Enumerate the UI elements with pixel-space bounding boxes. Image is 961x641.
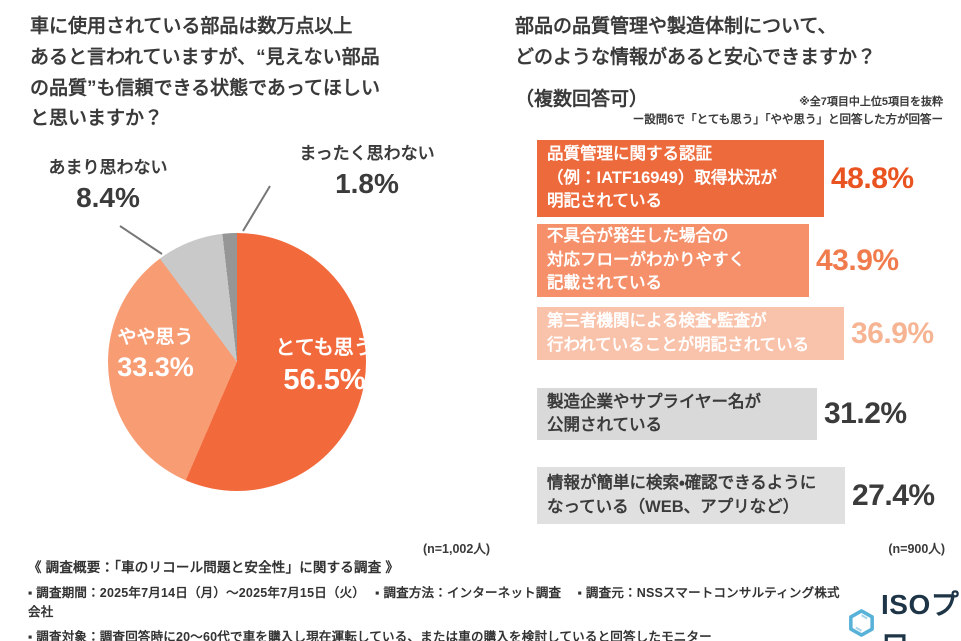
bar-fill: 製造企業やサプライヤー名が 公開されている (537, 388, 817, 440)
pie-label-not-at-all-name: まったく思わない (299, 144, 435, 163)
leader-line-not-really (119, 225, 163, 255)
bar-value: 31.2% (824, 397, 907, 430)
iso-pro-logo: ISOプロ (848, 583, 961, 641)
pie-label-strongly-agree-name: とても思う (275, 337, 374, 359)
bar-row: 製造企業やサプライヤー名が 公開されている 31.2% (537, 388, 907, 440)
bar-value: 48.8% (831, 161, 914, 195)
bar-row: 情報が簡単に検索・確認できるように なっている（WEB、アプリなど） 27.4% (537, 467, 935, 524)
respondents-note: ー設問6で「とても思う」「やや思う」と回答した方が回答ー (632, 114, 943, 126)
bar-row: 第三者機関による検査・監査が 行われていることが明記されている 36.9% (537, 307, 934, 360)
pie-label-somewhat-agree-name: やや思う (117, 327, 194, 348)
bar-fill: 品質管理に関する認証 （例：IATF16949）取得状況が 明記されている (537, 140, 824, 217)
bar-value: 27.4% (852, 478, 935, 512)
pie-label-somewhat-agree: やや思う 33.3% (98, 327, 213, 383)
bar-fill: 不具合が発生した場合の 対応フローがわかりやすく 記載されている (537, 224, 809, 297)
pie-label-not-really-value: 8.4% (76, 182, 140, 214)
hexagon-icon (849, 609, 874, 637)
bar-label: 第三者機関による検査・監査が 行われていることが明記されている (547, 312, 810, 354)
bar-label: 製造企業やサプライヤー名が 公開されている (547, 392, 762, 434)
pie-label-not-at-all-value: 1.8% (335, 168, 399, 200)
pie-label-somewhat-agree-value: 33.3% (117, 351, 194, 382)
bar-label: 不具合が発生した場合の 対応フローがわかりやすく 記載されている (547, 227, 745, 293)
bar-label: 品質管理に関する認証 （例：IATF16949）取得状況が 明記されている (547, 145, 777, 211)
leader-line-not-at-all (242, 185, 271, 232)
survey-detail-line: ▪ 調査期間：2025年7月14日（月）〜2025年7月15日（火） ▪ 調査方… (28, 586, 840, 619)
multiple-answers-note: （複数回答可） (515, 89, 649, 110)
bar-value: 36.9% (851, 316, 934, 350)
survey-overview-heading: 《 調査概要：「車のリコール問題と安全性」に関する調査 》 (28, 560, 400, 575)
pie-label-not-really: あまり思わない 8.4% (22, 158, 194, 215)
bar-question-title: 部品の品質管理や製造体制について、 どのような情報があると安心できますか？ (515, 16, 877, 68)
bar-row: 品質管理に関する認証 （例：IATF16949）取得状況が 明記されている 48… (537, 140, 914, 217)
bar-label: 情報が簡単に検索・確認できるように なっている（WEB、アプリなど） (547, 474, 817, 516)
bar-fill: 情報が簡単に検索・確認できるように なっている（WEB、アプリなど） (537, 467, 845, 524)
pie-label-strongly-agree-value: 56.5% (283, 364, 366, 396)
pie-chart (108, 233, 366, 491)
survey-overview: 《 調査概要：「車のリコール問題と安全性」に関する調査 》 ▪ 調査期間：202… (28, 556, 843, 641)
bar-fill: 第三者機関による検査・監査が 行われていることが明記されている (537, 307, 844, 360)
bar-value: 43.9% (816, 243, 899, 277)
pie-sample-size: (n=1,002人) (422, 542, 490, 556)
pie-label-not-at-all: まったく思わない 1.8% (278, 144, 456, 201)
bar-sample-size: (n=900人) (888, 542, 945, 556)
bar-row: 不具合が発生した場合の 対応フローがわかりやすく 記載されている 43.9% (537, 224, 899, 297)
top5-note: ※全7項目中上位5項目を抜粋 (799, 96, 943, 108)
logo-text: ISOプロ (880, 589, 960, 641)
pie-question-title: 車に使用されている部品は数万点以上 あると言われていますが、“見えない部品 の品… (30, 16, 380, 130)
pie-label-strongly-agree: とても思う 56.5% (262, 337, 387, 397)
pie-label-not-really-name: あまり思わない (48, 158, 168, 177)
survey-detail-line: ▪ 調査対象：調査回答時に20〜60代で車を購入し現在運転している、または車の購… (28, 630, 712, 641)
